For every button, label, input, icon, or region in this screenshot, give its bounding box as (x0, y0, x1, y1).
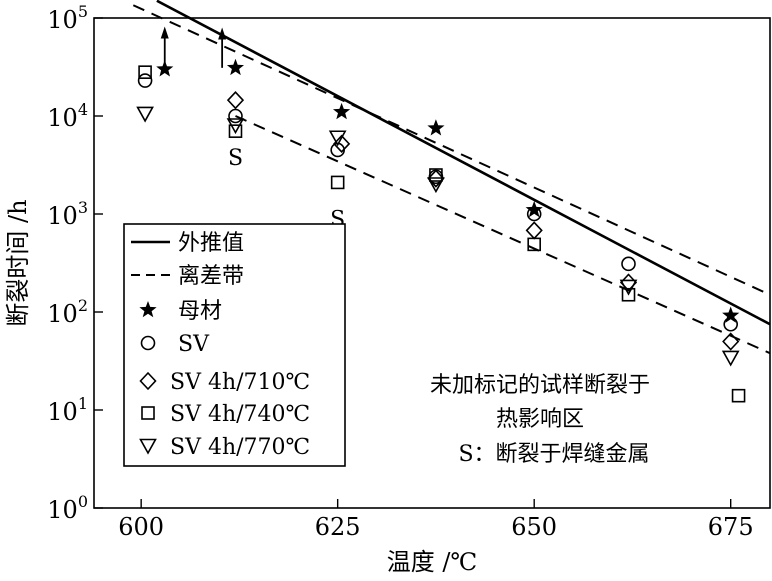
triangle-down-marker (328, 130, 347, 147)
y-tick-label: 102 (47, 296, 88, 328)
point-label-s: S (228, 146, 243, 171)
square-marker (138, 65, 152, 79)
triangle-down-marker (721, 350, 740, 367)
x-tick-label: 675 (708, 513, 754, 541)
x-axis-title: 温度 /℃ (387, 548, 478, 576)
y-tick-label: 103 (47, 198, 88, 230)
y-tick-label: 104 (47, 100, 88, 132)
data-markers (136, 58, 746, 403)
legend-circle-marker (140, 335, 156, 351)
annotation-line: 未加标记的试样断裂于 (430, 373, 650, 398)
y-axis-ticks: 100 101 102 103 104 105 (47, 2, 88, 524)
diamond-marker (427, 169, 445, 188)
legend-label: 母材 (178, 299, 222, 324)
circle-marker (137, 73, 153, 88)
star-marker (333, 102, 351, 120)
annotation-note: 未加标记的试样断裂于 热影响区 S：断裂于焊缝金属 (430, 373, 650, 467)
circle-marker (621, 256, 636, 272)
y-axis-title: 断裂时间 /h (4, 199, 32, 326)
star-marker (722, 306, 740, 323)
x-tick-label: 600 (118, 513, 164, 541)
triangle-down-marker (136, 106, 154, 123)
annotation-line: S：断裂于焊缝金属 (458, 442, 649, 467)
triangle-down-marker (226, 118, 245, 135)
triangle-down-marker (619, 279, 638, 296)
square-marker (621, 287, 636, 302)
square-marker (527, 237, 541, 252)
fit-lines (132, 0, 771, 355)
legend-star-marker (139, 301, 157, 318)
runout-arrow-head (218, 27, 227, 40)
legend-label: SV (178, 332, 210, 357)
legend-label: SV 4h/770℃ (170, 435, 310, 460)
legend-label: 外推值 (178, 231, 244, 256)
diamond-marker (525, 221, 543, 240)
y-tick-label: 100 (47, 492, 88, 524)
legend: 外推值 离差带 母材 SV SV 4h/710℃ SV 4h/740℃ SV 4… (123, 223, 346, 467)
star-marker (226, 58, 244, 76)
plot-frame (93, 17, 771, 509)
square-marker (228, 124, 243, 138)
scatter-band-line (235, 115, 771, 355)
legend-label: SV 4h/710℃ (170, 370, 310, 395)
square-marker (429, 168, 443, 182)
extrapolation-line (156, 0, 771, 326)
diamond-marker (722, 332, 740, 351)
scatter-band-line (132, 4, 771, 296)
x-axis-ticks: 600 625 650 675 (118, 513, 753, 541)
x-tick-label: 625 (315, 513, 361, 541)
legend-triangle-down-marker (139, 438, 157, 455)
y-tick-label: 105 (47, 2, 88, 34)
annotation-line: 热影响区 (496, 407, 584, 432)
star-marker (525, 200, 543, 218)
square-marker (330, 175, 345, 190)
diamond-marker (226, 91, 245, 110)
star-marker (427, 119, 445, 136)
circle-marker (526, 206, 542, 222)
runout-arrow-head (160, 26, 169, 39)
legend-square-marker (141, 406, 155, 420)
legend-label: SV 4h/740℃ (170, 402, 310, 427)
circle-marker (228, 108, 243, 124)
star-marker (156, 60, 174, 77)
triangle-down-marker (427, 177, 445, 194)
diamond-marker (333, 134, 351, 154)
legend-label: 离差带 (178, 264, 244, 289)
circle-marker (723, 316, 738, 332)
legend-diamond-marker (139, 371, 157, 391)
x-tick-label: 650 (511, 513, 557, 541)
square-marker (731, 388, 746, 403)
legend-box (123, 223, 346, 467)
y-tick-label: 101 (47, 394, 88, 426)
